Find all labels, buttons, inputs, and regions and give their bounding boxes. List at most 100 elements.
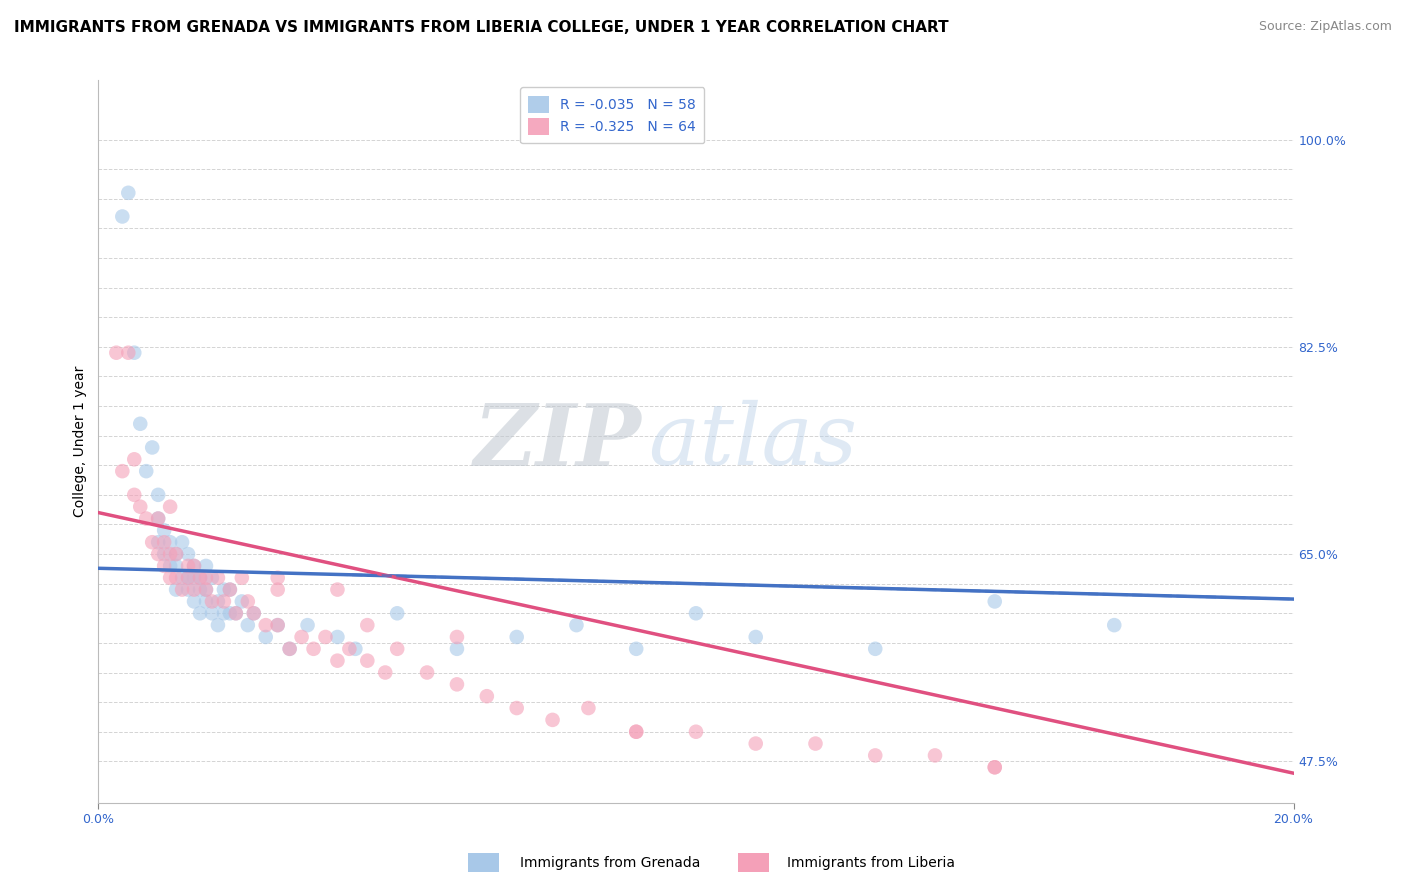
Point	[984, 594, 1007, 608]
Point	[165, 571, 187, 585]
Text: Source: ZipAtlas.com: Source: ZipAtlas.com	[1258, 20, 1392, 33]
Point	[339, 641, 361, 656]
Point	[267, 571, 290, 585]
Point	[984, 760, 1007, 774]
Point	[446, 630, 468, 644]
Point	[165, 547, 187, 561]
Point	[865, 641, 887, 656]
Point	[165, 558, 187, 573]
Point	[225, 607, 247, 621]
Point	[177, 547, 200, 561]
Point	[177, 582, 200, 597]
Point	[153, 558, 176, 573]
Point	[506, 701, 529, 715]
Y-axis label: College, Under 1 year: College, Under 1 year	[73, 366, 87, 517]
Point	[344, 641, 367, 656]
Point	[105, 345, 128, 359]
Point	[153, 535, 176, 549]
Point	[159, 558, 181, 573]
Point	[506, 630, 529, 644]
Point	[183, 594, 205, 608]
Point	[297, 618, 319, 632]
Point	[159, 535, 181, 549]
Point	[135, 464, 157, 478]
Text: ZIP: ZIP	[474, 400, 643, 483]
Point	[219, 607, 242, 621]
Text: Immigrants from Liberia: Immigrants from Liberia	[787, 856, 955, 871]
Text: IMMIGRANTS FROM GRENADA VS IMMIGRANTS FROM LIBERIA COLLEGE, UNDER 1 YEAR CORRELA: IMMIGRANTS FROM GRENADA VS IMMIGRANTS FR…	[14, 20, 949, 35]
Point	[201, 594, 224, 608]
Point	[148, 511, 170, 525]
Point	[153, 524, 176, 538]
Point	[385, 607, 409, 621]
Point	[1104, 618, 1126, 632]
Point	[201, 571, 224, 585]
Point	[183, 582, 205, 597]
Point	[541, 713, 564, 727]
Point	[207, 571, 229, 585]
Point	[153, 547, 176, 561]
Point	[565, 618, 588, 632]
Point	[183, 558, 205, 573]
Point	[356, 654, 378, 668]
Point	[135, 511, 157, 525]
Point	[254, 618, 277, 632]
Point	[201, 607, 224, 621]
Point	[267, 618, 290, 632]
Point	[148, 547, 170, 561]
Point	[195, 582, 218, 597]
Point	[924, 748, 946, 763]
Point	[278, 641, 301, 656]
Point	[267, 618, 290, 632]
Point	[254, 630, 277, 644]
Point	[177, 571, 200, 585]
Point	[326, 582, 349, 597]
Point	[159, 547, 181, 561]
Point	[117, 345, 139, 359]
Point	[219, 582, 242, 597]
Point	[165, 582, 187, 597]
Point	[984, 760, 1007, 774]
Point	[188, 571, 211, 585]
Point	[356, 618, 378, 632]
Point	[578, 701, 600, 715]
Point	[212, 607, 235, 621]
Point	[804, 737, 827, 751]
Point	[117, 186, 139, 200]
Point	[236, 618, 259, 632]
Point	[159, 571, 181, 585]
Point	[302, 641, 325, 656]
Point	[475, 689, 498, 703]
Point	[745, 737, 768, 751]
Point	[685, 607, 707, 621]
Point	[165, 547, 187, 561]
Point	[745, 630, 768, 644]
Point	[172, 571, 194, 585]
Point	[195, 571, 218, 585]
Point	[111, 464, 134, 478]
Point	[188, 582, 211, 597]
Point	[231, 571, 253, 585]
Point	[626, 641, 648, 656]
Legend: R = -0.035   N = 58, R = -0.325   N = 64: R = -0.035 N = 58, R = -0.325 N = 64	[520, 87, 704, 144]
Point	[148, 535, 170, 549]
Point	[267, 582, 290, 597]
Point	[446, 677, 468, 691]
Point	[183, 558, 205, 573]
Point	[212, 594, 235, 608]
Point	[177, 558, 200, 573]
Text: atlas: atlas	[648, 401, 858, 483]
Point	[212, 582, 235, 597]
Point	[326, 630, 349, 644]
Point	[183, 571, 205, 585]
Point	[416, 665, 439, 680]
Point	[626, 724, 648, 739]
Point	[225, 607, 247, 621]
Point	[177, 571, 200, 585]
Point	[291, 630, 314, 644]
Point	[243, 607, 266, 621]
Point	[141, 535, 163, 549]
Point	[231, 594, 253, 608]
Point	[195, 558, 218, 573]
Point	[172, 535, 194, 549]
